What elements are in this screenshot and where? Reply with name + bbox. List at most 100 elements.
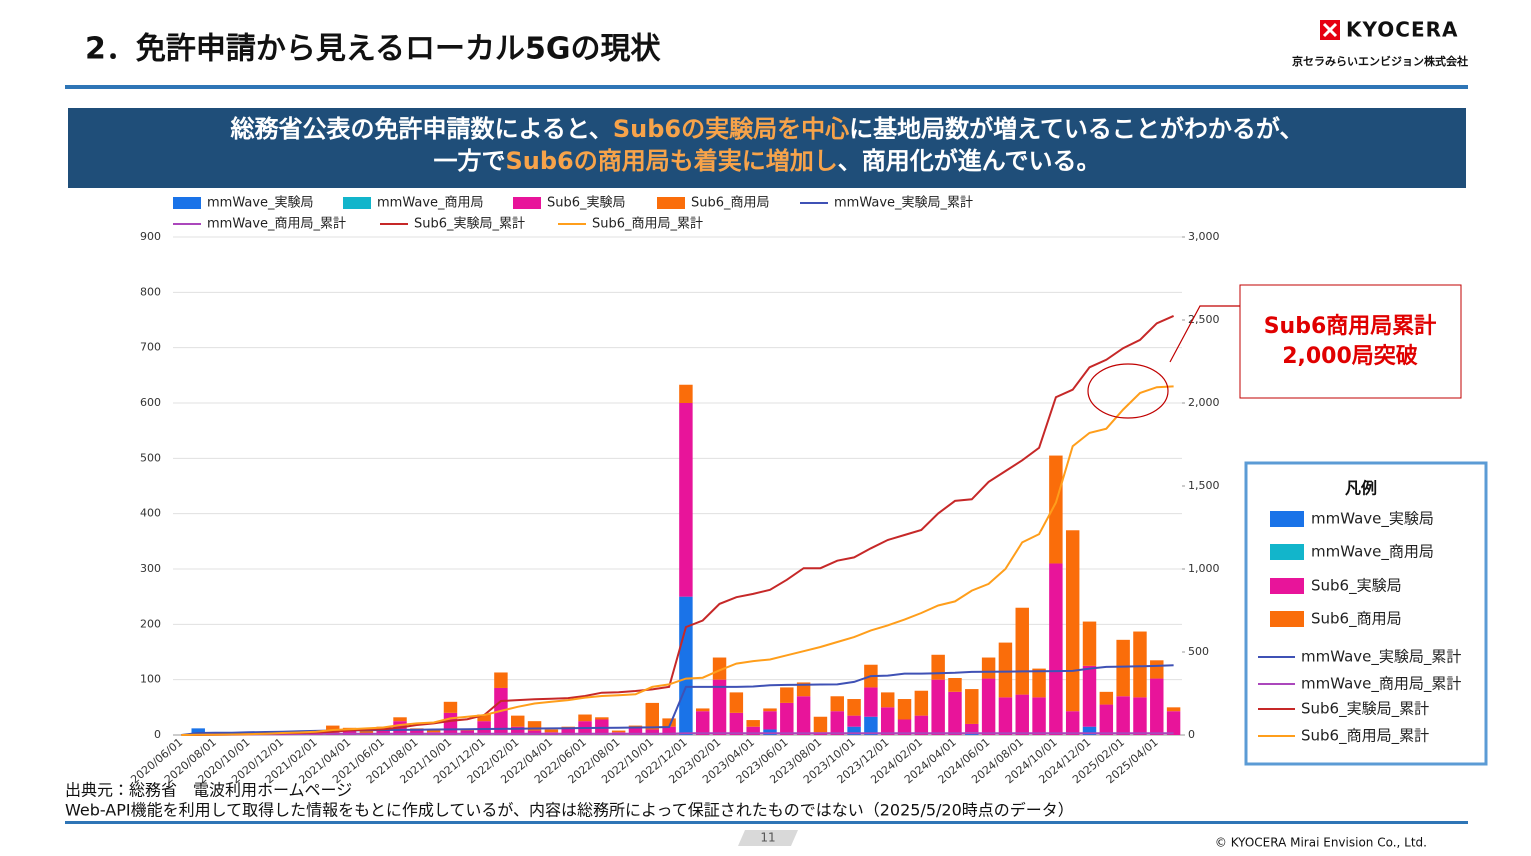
bar-segment (1150, 660, 1164, 679)
bar-segment (1116, 639, 1130, 697)
bar-segment (1032, 668, 1046, 698)
y2-tick-label: 500 (1188, 645, 1209, 658)
y-tick-label: 600 (140, 396, 161, 409)
bar-segment (830, 696, 844, 712)
y-tick-label: 100 (140, 673, 161, 686)
y2-tick-label: 2,000 (1188, 396, 1220, 409)
bar-segment (897, 719, 912, 735)
bar-segment (544, 729, 559, 733)
bar-segment (847, 726, 861, 735)
legend-label: mmWave_商用局_累計 (207, 216, 346, 232)
bar-segment (1015, 607, 1029, 695)
bar-segment (443, 701, 458, 713)
bar-segment (746, 720, 760, 727)
legend-swatch (657, 197, 685, 209)
highlight-ellipse (1087, 363, 1169, 419)
banner-text: 総務省公表の免許申請数によると、Sub6の実験局を中心に基地局数が増えていること… (231, 115, 1304, 175)
bar-segment (595, 717, 609, 720)
logo-text: KYOCERA (1346, 18, 1459, 42)
bar-segment (1099, 704, 1114, 735)
banner-line: 一方でSub6の商用局も着実に増加し、商用化が進んでいる。 (433, 147, 1100, 175)
bar-segment (628, 726, 643, 735)
bar-segment (443, 712, 458, 735)
y-tick-label: 500 (140, 451, 161, 464)
line-series (181, 385, 1174, 736)
legend-swatch (1270, 578, 1304, 594)
bar-segment (645, 729, 660, 735)
bar-segment (998, 642, 1013, 698)
bar-segment (965, 723, 979, 733)
legend-label: Sub6_実験局 (547, 195, 626, 211)
bar-segment (1065, 711, 1080, 735)
bar-segment (864, 687, 878, 717)
banner-segment: 総務省公表の免許申請数によると、 (231, 115, 613, 143)
bar-segment (679, 384, 693, 403)
page-number: 11 (760, 831, 775, 845)
bar-segment (578, 714, 592, 722)
legend-swatch (513, 197, 541, 209)
bar-segment (712, 657, 727, 680)
y-tick-label: 400 (140, 507, 161, 520)
bar-segment (695, 711, 710, 735)
bar-segment (780, 687, 794, 703)
line-series (181, 314, 1175, 736)
banner-segment: に基地局数が増えていることがわかるが、 (849, 115, 1303, 143)
y-tick-label: 700 (140, 341, 161, 354)
copyright: © KYOCERA Mirai Envision Co., Ltd. (1215, 836, 1427, 850)
bar-segment (1082, 726, 1097, 735)
logo-icon (1320, 20, 1340, 40)
bar-segment (712, 679, 727, 735)
banner-highlight: Sub6の実験局を中心 (613, 115, 849, 143)
bar-segment (1150, 678, 1164, 735)
bar-segment (393, 717, 407, 722)
banner-segment: 一方で (433, 147, 505, 175)
legend-box-label: Sub6_実験局_累計 (1301, 700, 1429, 719)
bar-segment (426, 729, 441, 733)
bar-segment (359, 730, 374, 734)
bar-segment (914, 715, 929, 735)
bar-segment (981, 678, 996, 735)
callout-box (1239, 284, 1462, 399)
bar-segment (662, 718, 676, 727)
bar-segment (763, 729, 777, 735)
y-tick-label: 900 (140, 230, 161, 243)
banner-segment: 、商用化が進んでいる。 (838, 147, 1101, 175)
legend-box-label: mmWave_実験局_累計 (1301, 648, 1461, 667)
bar-segment (847, 715, 861, 727)
bar-segment (1082, 621, 1097, 666)
bar-segment (326, 725, 340, 733)
footer-rule (65, 821, 1468, 824)
bar-segment (1032, 697, 1046, 735)
legend-label: mmWave_実験局_累計 (834, 195, 973, 211)
bar-segment (662, 726, 676, 735)
banner-highlight: Sub6の商用局も着実に増加し (505, 147, 837, 175)
legend-box-label: mmWave_商用局_累計 (1301, 675, 1461, 694)
y2-tick-label: 3,000 (1188, 230, 1220, 243)
bar-segment (813, 716, 828, 733)
y2-tick-label: 1,500 (1188, 479, 1220, 492)
bar-segment (1049, 563, 1063, 735)
legend-box-label: Sub6_商用局 (1311, 610, 1402, 629)
bar-segment (1133, 631, 1147, 698)
y-tick-label: 800 (140, 285, 161, 298)
legend-box-title: 凡例 (1345, 479, 1377, 498)
bar-segment (931, 654, 945, 680)
bar-segment (965, 689, 979, 724)
header-rule (65, 85, 1468, 89)
bar-segment (645, 702, 660, 730)
bar-segment (880, 707, 895, 735)
legend-box-label: mmWave_実験局 (1311, 510, 1434, 529)
bar-segment (948, 678, 962, 692)
legend-swatch (1270, 544, 1304, 560)
bar-segment (1166, 711, 1181, 735)
bar-segment (511, 715, 525, 727)
legend-box-label: Sub6_実験局 (1311, 577, 1402, 596)
line-series (181, 732, 1174, 736)
banner-line: 総務省公表の免許申請数によると、Sub6の実験局を中心に基地局数が増えていること… (231, 115, 1304, 143)
bar-segment (477, 714, 491, 722)
bar-segment (914, 690, 929, 716)
chart: 0 100 200 300 400 500 600 700 800 900 0 500 1,000 1,5… (128, 195, 1219, 787)
bar-segment (628, 725, 643, 727)
source-text: 出典元：総務省 電波利用ホームページ (65, 781, 352, 800)
